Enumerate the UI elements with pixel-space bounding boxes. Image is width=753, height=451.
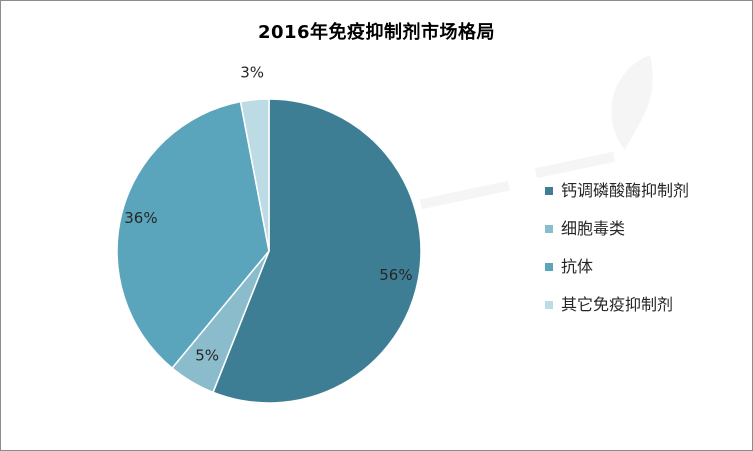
pie-slice-3 [116, 100, 270, 370]
legend-label: 其它免疫抑制剂 [561, 295, 674, 314]
pie-slices [116, 98, 422, 404]
legend-swatch [545, 187, 553, 195]
pie-slice-1 [212, 98, 422, 404]
legend-swatch [545, 263, 553, 271]
slice-label-2: 5% [195, 347, 219, 365]
legend-swatch [545, 225, 553, 233]
pie-slice-4 [239, 98, 270, 252]
legend-label: 细胞毒类 [561, 219, 626, 238]
legend-swatch [545, 301, 553, 309]
slice-label-4: 3% [240, 63, 264, 81]
slice-label-1: 56% [379, 266, 412, 284]
legend-label: 钙调磷酸酶抑制剂 [561, 181, 690, 200]
legend-label: 抗体 [561, 257, 594, 276]
legend-item: 其它免疫抑制剂 [545, 295, 689, 333]
legend: 钙调磷酸酶抑制剂 细胞毒类抗体其它免疫抑制剂 [545, 181, 689, 333]
pie-labels: 56% 5% 36% 3% [124, 63, 412, 364]
legend-item: 钙调磷酸酶抑制剂 [545, 181, 689, 219]
chart-title: 2016年免疫抑制剂市场格局 [257, 22, 496, 43]
legend-item: 抗体 [545, 257, 689, 295]
slice-label-3: 36% [124, 209, 157, 227]
legend-item: 细胞毒类 [545, 219, 689, 257]
